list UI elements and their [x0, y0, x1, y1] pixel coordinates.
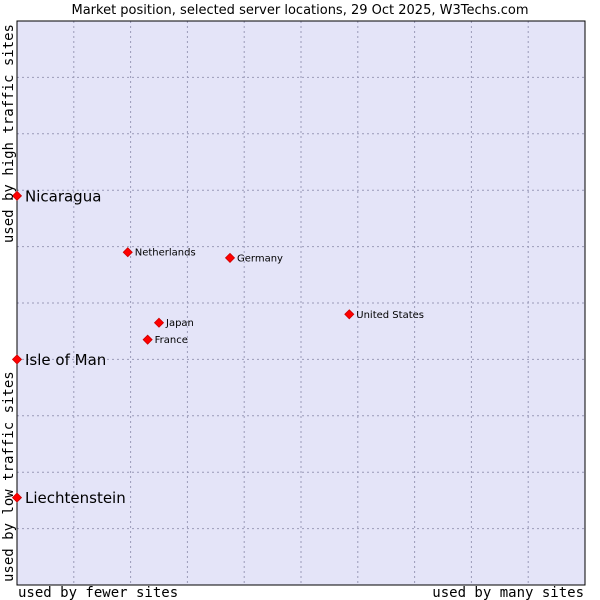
x-axis-label-right: used by many sites — [432, 585, 584, 600]
data-point-japan — [153, 317, 165, 328]
plot-border — [16, 20, 586, 586]
x-axis-label-left: used by fewer sites — [18, 585, 178, 600]
data-label-netherlands: Netherlands — [135, 248, 196, 259]
data-label-japan: Japan — [165, 318, 194, 329]
data-point-nicaragua — [11, 190, 23, 201]
data-point-france — [142, 334, 153, 345]
data-label-isle-of-man: Isle of Man — [25, 351, 106, 369]
data-label-germany: Germany — [237, 253, 283, 264]
chart-title: Market position, selected server locatio… — [71, 3, 528, 18]
data-point-germany — [224, 252, 236, 263]
data-label-liechtenstein: Liechtenstein — [25, 489, 126, 507]
data-points: Nicaragua Isle of Man Liechtenstein Netherl… — [11, 187, 424, 507]
data-label-united-states: United States — [356, 310, 424, 321]
data-label-france: France — [155, 335, 188, 346]
y-axis-label-low: used by low traffic sites — [1, 371, 17, 582]
data-label-nicaragua: Nicaragua — [25, 187, 101, 205]
grid-lines — [17, 21, 585, 585]
data-point-isle-of-man — [11, 354, 23, 365]
data-point-netherlands — [122, 247, 133, 258]
data-point-united-states — [344, 309, 355, 320]
data-point-liechtenstein — [11, 492, 23, 503]
y-axis-label-high: used by high traffic sites — [1, 24, 17, 243]
